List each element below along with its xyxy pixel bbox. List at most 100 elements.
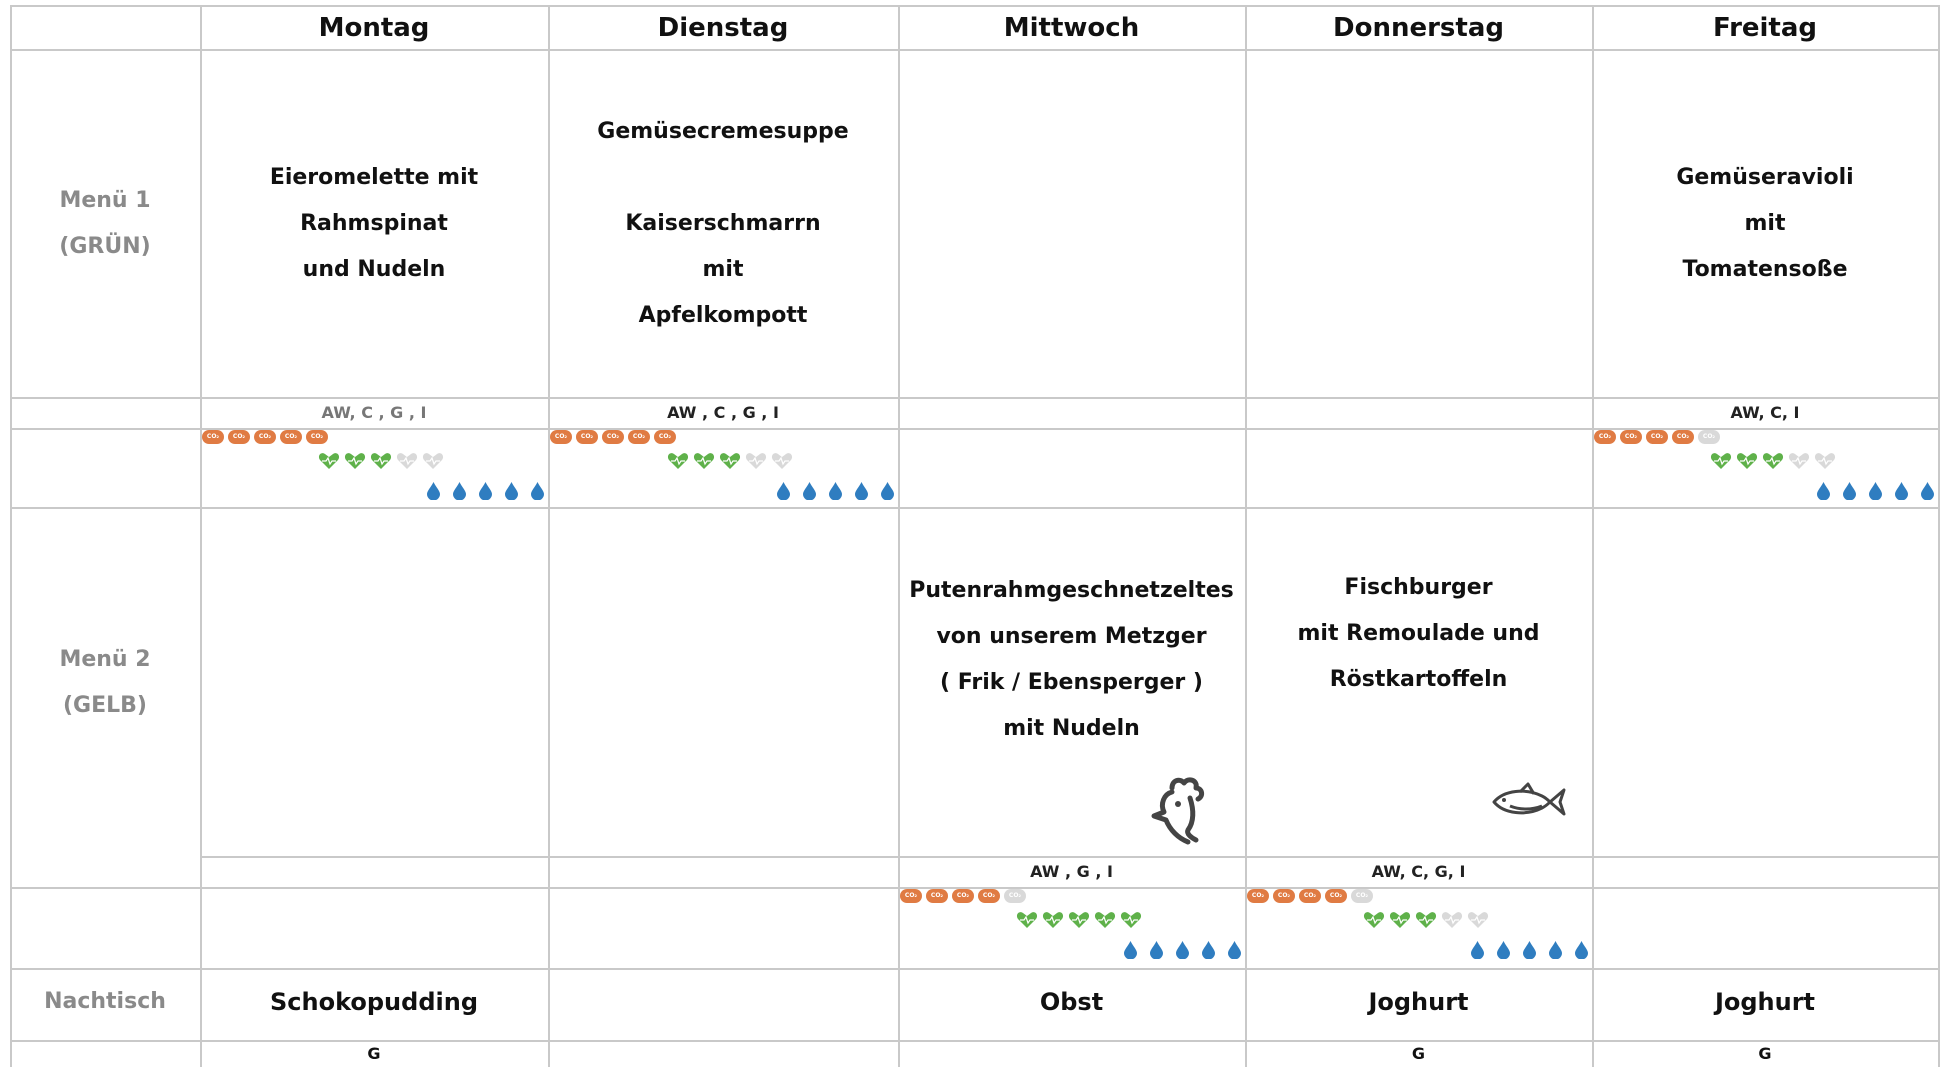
menu2-mittwoch-ratings: CO₂ CO₂ CO₂ CO₂ CO₂	[898, 887, 1245, 965]
co2-cloud-icon: CO₂	[1594, 430, 1616, 444]
co2-cloud-icon: CO₂	[1247, 889, 1269, 903]
heart-icon	[1389, 912, 1411, 928]
row-label-menu1-color: (GRÜN)	[59, 234, 151, 259]
water-drop-icon	[427, 482, 440, 500]
dish-line: Apfelkompott	[638, 303, 808, 328]
water-drop-icon	[1843, 482, 1856, 500]
heart-icon	[344, 453, 366, 469]
heart-icon	[719, 453, 741, 469]
dish-line: mit	[1744, 211, 1786, 236]
water-drop-icon	[855, 482, 868, 500]
water-drop-icon	[1228, 941, 1241, 959]
co2-cloud-icon: CO₂	[654, 430, 676, 444]
row-label-menu1: Menü 1 (GRÜN)	[10, 51, 200, 397]
heart-icon	[693, 453, 715, 469]
co2-cloud-icon: CO₂	[978, 889, 1000, 903]
co2-cloud-icon: CO₂	[1325, 889, 1347, 903]
co2-cloud-icon: CO₂	[926, 889, 948, 903]
grid-line	[200, 856, 1940, 858]
dish-line: und Nudeln	[302, 257, 446, 282]
menu1-montag-dish: Eieromelette mit Rahmspinat und Nudeln	[200, 51, 548, 397]
menu2-mittwoch-allergens: AW , G , I	[1030, 861, 1113, 881]
water-drop-icon	[1176, 941, 1189, 959]
health-rating	[318, 452, 444, 470]
co2-cloud-icon: CO₂	[1299, 889, 1321, 903]
water-drop-icon	[1471, 941, 1484, 959]
dish-line: mit Nudeln	[1003, 716, 1140, 741]
grid-line	[10, 428, 1940, 430]
water-drop-icon	[1869, 482, 1882, 500]
dessert-montag-allergens: G	[367, 1044, 381, 1063]
heart-icon	[1415, 912, 1437, 928]
heart-icon	[667, 453, 689, 469]
dessert-freitag: Joghurt	[1714, 988, 1816, 1016]
water-drop-icon	[1895, 482, 1908, 500]
grid-line	[1592, 5, 1594, 1067]
co2-cloud-icon: CO₂	[900, 889, 922, 903]
dessert-donnerstag-allergens: G	[1411, 1044, 1426, 1063]
day-header-dienstag: Dienstag	[657, 13, 789, 43]
water-drop-icon	[1921, 482, 1934, 500]
co2-cloud-icon: CO₂	[1698, 430, 1720, 444]
heart-icon	[771, 453, 793, 469]
dessert-mittwoch: Obst	[1039, 988, 1104, 1016]
health-rating	[667, 452, 793, 470]
menu1-montag-ratings: CO₂ CO₂ CO₂ CO₂ CO₂	[200, 428, 548, 506]
water-rating	[1817, 482, 1934, 500]
menu1-dienstag-dish: Gemüsecremesuppe Kaiserschmarrn mit Apfe…	[548, 51, 898, 397]
co2-cloud-icon: CO₂	[280, 430, 302, 444]
co2-cloud-icon: CO₂	[1620, 430, 1642, 444]
co2-cloud-icon: CO₂	[576, 430, 598, 444]
menu1-freitag-allergens: AW, C, I	[1730, 402, 1800, 422]
menu1-freitag-ratings: CO₂ CO₂ CO₂ CO₂ CO₂	[1592, 428, 1938, 506]
heart-icon	[1068, 912, 1090, 928]
water-drop-icon	[803, 482, 816, 500]
heart-icon	[370, 453, 392, 469]
heart-icon	[318, 453, 340, 469]
water-rating	[1471, 941, 1588, 959]
heart-icon	[1441, 912, 1463, 928]
dish-line: von unserem Metzger	[936, 624, 1207, 649]
dish-line: Kaiserschmarrn	[625, 211, 821, 236]
grid-line	[10, 507, 1940, 509]
grid-line	[10, 5, 12, 1067]
menu1-freitag-dish: Gemüseravioli mit Tomatensoße	[1592, 51, 1938, 397]
dish-line: Fischburger	[1344, 575, 1493, 600]
water-drop-icon	[881, 482, 894, 500]
water-drop-icon	[1150, 941, 1163, 959]
water-drop-icon	[1523, 941, 1536, 959]
health-rating	[1710, 452, 1836, 470]
heart-icon	[1094, 912, 1116, 928]
grid-line	[898, 5, 900, 1067]
heart-icon	[1467, 912, 1489, 928]
row-label-menu2-color: (GELB)	[63, 692, 147, 718]
water-drop-icon	[453, 482, 466, 500]
row-label-menu2-title: Menü 2	[59, 646, 151, 672]
co2-cloud-icon: CO₂	[952, 889, 974, 903]
dish-line: Gemüseravioli	[1676, 165, 1854, 190]
co2-rating: CO₂ CO₂ CO₂ CO₂ CO₂	[550, 430, 676, 444]
dish-line: Gemüsecremesuppe	[597, 119, 849, 144]
heart-icon	[1736, 453, 1758, 469]
row-label-menu2: Menü 2 (GELB)	[10, 509, 200, 856]
heart-icon	[745, 453, 767, 469]
water-drop-icon	[505, 482, 518, 500]
co2-rating: CO₂ CO₂ CO₂ CO₂ CO₂	[1594, 430, 1720, 444]
co2-cloud-icon: CO₂	[228, 430, 250, 444]
grid-line	[1938, 5, 1940, 1067]
heart-icon	[1042, 912, 1064, 928]
co2-cloud-icon: CO₂	[1672, 430, 1694, 444]
co2-cloud-icon: CO₂	[628, 430, 650, 444]
co2-cloud-icon: CO₂	[254, 430, 276, 444]
grid-line	[10, 5, 1940, 7]
grid-line	[10, 1040, 1940, 1042]
heart-icon	[1016, 912, 1038, 928]
water-drop-icon	[829, 482, 842, 500]
co2-rating: CO₂ CO₂ CO₂ CO₂ CO₂	[202, 430, 328, 444]
water-drop-icon	[1124, 941, 1137, 959]
day-header-montag: Montag	[318, 13, 430, 43]
water-rating	[1124, 941, 1241, 959]
heart-icon	[396, 453, 418, 469]
water-drop-icon	[777, 482, 790, 500]
